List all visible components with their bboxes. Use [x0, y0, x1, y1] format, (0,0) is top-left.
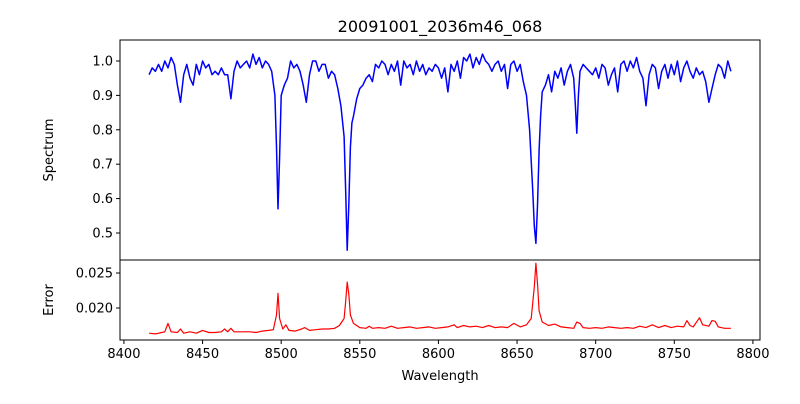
y-tick-label: 0.025 [76, 267, 113, 282]
x-tick-label: 8400 [107, 347, 140, 362]
spectrum-line [148, 53, 732, 251]
x-tick-label: 8550 [343, 347, 376, 362]
x-tick-label: 8650 [501, 347, 534, 362]
error-line [149, 262, 731, 335]
x-tick-label: 8450 [186, 347, 219, 362]
error-axes: 0.020 0.025 8400 8450 8500 8550 8600 8650 8700 87… [76, 259, 769, 362]
x-tick-label: 8800 [736, 347, 769, 362]
x-axis-label: Wavelength [401, 369, 478, 384]
y-tick-label: 0.8 [92, 123, 113, 138]
x-tick-label: 8600 [422, 347, 455, 362]
y-tick-label: 0.7 [92, 158, 113, 173]
x-tick-label: 8500 [265, 347, 298, 362]
y-tick-label: 0.6 [92, 192, 113, 207]
y-tick-label: 0.020 [76, 302, 113, 317]
y-tick-label: 0.9 [92, 89, 113, 104]
y-tick-label: 1.0 [92, 54, 113, 69]
spectrum-axes: 0.5 0.6 0.7 0.8 0.9 1.0 [92, 39, 761, 261]
x-tick-label: 8750 [658, 347, 691, 362]
axes-frame [119, 259, 761, 341]
chart-title: 20091001_2036m46_068 [338, 17, 543, 37]
x-tick-label: 8700 [579, 347, 612, 362]
error-ylabel: Error [42, 284, 57, 316]
y-tick-label: 0.5 [92, 226, 113, 241]
spectrum-ylabel: Spectrum [42, 119, 57, 182]
